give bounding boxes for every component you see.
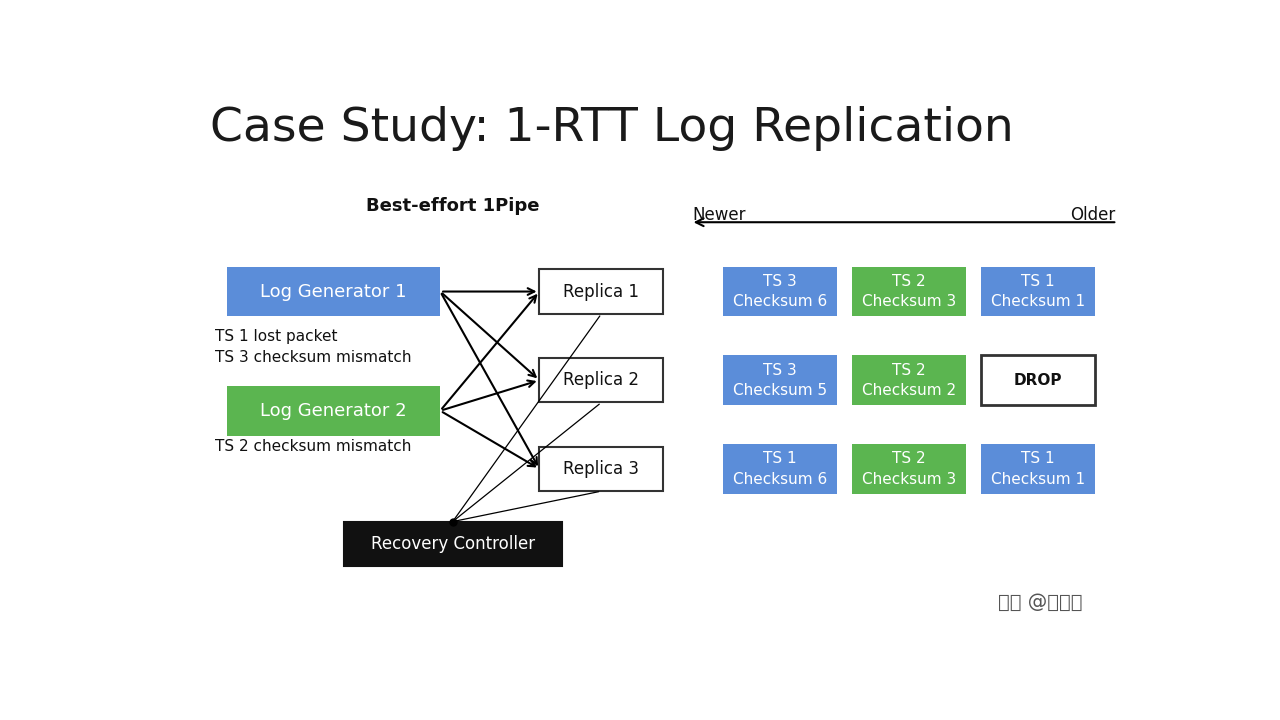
FancyBboxPatch shape: [852, 266, 966, 317]
Text: Best-effort 1Pipe: Best-effort 1Pipe: [366, 197, 539, 215]
Text: TS 1 lost packet
TS 3 checksum mismatch: TS 1 lost packet TS 3 checksum mismatch: [215, 329, 411, 365]
Text: TS 2
Checksum 3: TS 2 Checksum 3: [861, 274, 956, 309]
FancyBboxPatch shape: [539, 446, 663, 491]
Text: TS 2
Checksum 2: TS 2 Checksum 2: [861, 363, 956, 398]
FancyBboxPatch shape: [227, 386, 440, 436]
FancyBboxPatch shape: [723, 444, 837, 494]
Text: DROP: DROP: [1014, 373, 1062, 388]
Text: Replica 1: Replica 1: [563, 282, 640, 300]
Text: TS 3
Checksum 5: TS 3 Checksum 5: [733, 363, 827, 398]
FancyBboxPatch shape: [227, 266, 440, 317]
Text: TS 2
Checksum 3: TS 2 Checksum 3: [861, 451, 956, 487]
Text: Case Study: 1-RTT Log Replication: Case Study: 1-RTT Log Replication: [210, 106, 1014, 150]
Text: 知乎 @李博杰: 知乎 @李博杰: [998, 593, 1083, 611]
Text: Replica 3: Replica 3: [563, 460, 640, 478]
Text: Replica 2: Replica 2: [563, 372, 640, 390]
FancyBboxPatch shape: [980, 444, 1094, 494]
Text: Log Generator 1: Log Generator 1: [260, 282, 407, 300]
FancyBboxPatch shape: [852, 355, 966, 405]
Text: Log Generator 2: Log Generator 2: [260, 402, 407, 420]
FancyBboxPatch shape: [723, 266, 837, 317]
Text: TS 1
Checksum 6: TS 1 Checksum 6: [733, 451, 827, 487]
FancyBboxPatch shape: [980, 355, 1094, 405]
Text: TS 1
Checksum 1: TS 1 Checksum 1: [991, 451, 1085, 487]
FancyBboxPatch shape: [980, 266, 1094, 317]
Text: Recovery Controller: Recovery Controller: [371, 535, 535, 553]
Text: TS 1
Checksum 1: TS 1 Checksum 1: [991, 274, 1085, 309]
Text: Older: Older: [1070, 206, 1115, 224]
FancyBboxPatch shape: [539, 358, 663, 402]
FancyBboxPatch shape: [852, 444, 966, 494]
FancyBboxPatch shape: [343, 521, 562, 566]
Text: Newer: Newer: [692, 206, 746, 224]
FancyBboxPatch shape: [539, 269, 663, 314]
FancyBboxPatch shape: [723, 355, 837, 405]
Text: TS 2 checksum mismatch: TS 2 checksum mismatch: [215, 439, 411, 454]
Text: TS 3
Checksum 6: TS 3 Checksum 6: [733, 274, 827, 309]
